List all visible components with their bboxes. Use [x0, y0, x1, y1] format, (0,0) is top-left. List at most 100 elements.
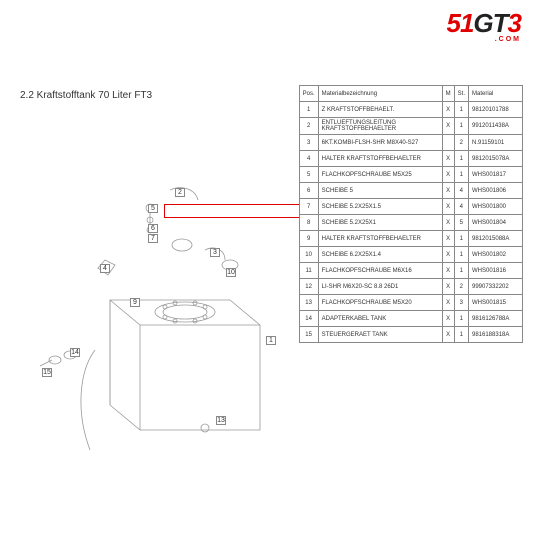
table-row: 11FLACHKOPFSCHRAUBE M6X16X1WHS001816 [299, 263, 522, 279]
cell-mat: 9912011438A [469, 118, 523, 135]
cell-st: 1 [454, 118, 468, 135]
table-row: 14ADAPTERKABEL TANKX19816126788A [299, 311, 522, 327]
col-desc: Materialbezeichnung [318, 86, 442, 102]
page-title: 2.2 Kraftstofftank 70 Liter FT3 [20, 90, 152, 101]
cell-mat: 9812015078A [469, 151, 523, 167]
cell-desc: FLACHKOPFSCHRAUBE M5X20 [318, 295, 442, 311]
cell-pos: 12 [299, 279, 318, 295]
cell-desc: HALTER KRAFTSTOFFBEHAELTER [318, 151, 442, 167]
cell-pos: 2 [299, 118, 318, 135]
col-mat: Material [469, 86, 523, 102]
cell-st: 1 [454, 167, 468, 183]
cell-desc: FLACHKOPFSCHRAUBE M6X16 [318, 263, 442, 279]
callout-13: 13 [216, 416, 226, 425]
callout-4: 4 [100, 264, 110, 273]
table-row: 1Z KRAFTSTOFFBEHAELT.X198120101788 [299, 102, 522, 118]
brand-logo: 51GT3 .COM [447, 8, 522, 43]
callout-1: 1 [266, 336, 276, 345]
cell-mat: 9812015088A [469, 231, 523, 247]
cell-desc: FLACHKOPFSCHRAUBE M5X25 [318, 167, 442, 183]
table-row: 12LI-SHR M6X20-SC 8.8 26D1X299907332202 [299, 279, 522, 295]
cell-mat: WHS001806 [469, 183, 523, 199]
cell-st: 1 [454, 327, 468, 343]
cell-pos: 4 [299, 151, 318, 167]
cell-st: 1 [454, 151, 468, 167]
cell-pos: 11 [299, 263, 318, 279]
table-row: 2ENTLUEFTUNGSLEITUNG KRAFTSTOFFBEHAELTER… [299, 118, 522, 135]
table-header-row: Pos. Materialbezeichnung M St. Material [299, 86, 522, 102]
col-pos: Pos. [299, 86, 318, 102]
table-row: 36KT.KOMBI-FLSH-SHR M8X40-S272N.91159101 [299, 135, 522, 151]
cell-desc: HALTER KRAFTSTOFFBEHAELTER [318, 231, 442, 247]
table-row: 15STEUERGERAET TANKX19816188318A [299, 327, 522, 343]
cell-m: X [442, 167, 454, 183]
cell-desc: STEUERGERAET TANK [318, 327, 442, 343]
cell-pos: 15 [299, 327, 318, 343]
cell-pos: 6 [299, 183, 318, 199]
logo-mid: GT [473, 8, 507, 38]
parts-table: Pos. Materialbezeichnung M St. Material … [299, 85, 523, 343]
cell-m: X [442, 327, 454, 343]
callout-6: 6 [148, 224, 158, 233]
cell-pos: 3 [299, 135, 318, 151]
cell-desc: ADAPTERKABEL TANK [318, 311, 442, 327]
cell-pos: 1 [299, 102, 318, 118]
cell-pos: 8 [299, 215, 318, 231]
cell-st: 1 [454, 263, 468, 279]
cell-mat: WHS001815 [469, 295, 523, 311]
cell-m: X [442, 295, 454, 311]
table-row: 13FLACHKOPFSCHRAUBE M5X20X3WHS001815 [299, 295, 522, 311]
cell-m: X [442, 183, 454, 199]
cell-pos: 14 [299, 311, 318, 327]
cell-mat: WHS001804 [469, 215, 523, 231]
cell-st: 1 [454, 231, 468, 247]
cell-m: X [442, 311, 454, 327]
table-row: 5FLACHKOPFSCHRAUBE M5X25X1WHS001817 [299, 167, 522, 183]
cell-st: 2 [454, 279, 468, 295]
cell-st: 2 [454, 135, 468, 151]
cell-m: X [442, 199, 454, 215]
cell-mat: 98120101788 [469, 102, 523, 118]
cell-mat: 99907332202 [469, 279, 523, 295]
cell-st: 5 [454, 215, 468, 231]
callout-5: 5 [148, 204, 158, 213]
cell-mat: WHS001802 [469, 247, 523, 263]
callout-14: 14 [70, 348, 80, 357]
callout-9: 9 [130, 298, 140, 307]
cell-m: X [442, 118, 454, 135]
cell-m [442, 135, 454, 151]
callout-15: 15 [42, 368, 52, 377]
callout-2: 2 [175, 188, 185, 197]
cell-pos: 9 [299, 231, 318, 247]
cell-mat: WHS001817 [469, 167, 523, 183]
cell-pos: 5 [299, 167, 318, 183]
callout-3: 3 [210, 248, 220, 257]
cell-st: 4 [454, 183, 468, 199]
cell-pos: 10 [299, 247, 318, 263]
table-body: 1Z KRAFTSTOFFBEHAELT.X1981201017882ENTLU… [299, 102, 522, 343]
cell-st: 3 [454, 295, 468, 311]
cell-pos: 7 [299, 199, 318, 215]
cell-m: X [442, 231, 454, 247]
cell-desc: SCHEIBE 5.2X25X1.5 [318, 199, 442, 215]
callout-7: 7 [148, 234, 158, 243]
cell-desc: ENTLUEFTUNGSLEITUNG KRAFTSTOFFBEHAELTER [318, 118, 442, 135]
cell-st: 4 [454, 199, 468, 215]
table-row: 8SCHEIBE 5.2X25X1X5WHS001804 [299, 215, 522, 231]
cell-m: X [442, 279, 454, 295]
cell-mat: WHS001800 [469, 199, 523, 215]
callout-10: 10 [226, 268, 236, 277]
cell-st: 1 [454, 311, 468, 327]
table-row: 10SCHEIBE 6.2X25X1.4X1WHS001802 [299, 247, 522, 263]
cell-m: X [442, 151, 454, 167]
col-st: St. [454, 86, 468, 102]
cell-st: 1 [454, 247, 468, 263]
cell-m: X [442, 215, 454, 231]
logo-prefix: 51 [447, 8, 474, 38]
cell-desc: SCHEIBE 5.2X25X1 [318, 215, 442, 231]
cell-mat: 9816188318A [469, 327, 523, 343]
table-row: 6SCHEIBE 5X4WHS001806 [299, 183, 522, 199]
table-row: 7SCHEIBE 5.2X25X1.5X4WHS001800 [299, 199, 522, 215]
cell-mat: 9816126788A [469, 311, 523, 327]
cell-desc: 6KT.KOMBI-FLSH-SHR M8X40-S27 [318, 135, 442, 151]
